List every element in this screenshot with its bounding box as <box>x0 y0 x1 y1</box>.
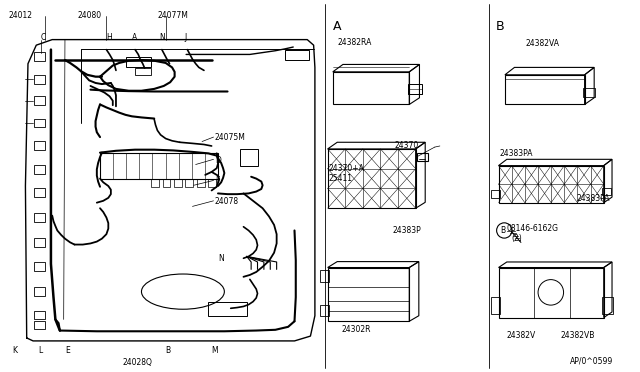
Bar <box>151 179 159 187</box>
Text: 24075M: 24075M <box>215 133 246 142</box>
Text: M: M <box>212 346 218 355</box>
Bar <box>100 153 218 179</box>
Text: 24370+A: 24370+A <box>328 164 364 173</box>
Text: 24302R: 24302R <box>341 325 371 334</box>
Bar <box>125 57 151 67</box>
Bar <box>320 270 329 282</box>
Text: A: A <box>132 33 137 42</box>
Bar <box>491 190 500 198</box>
Bar <box>35 141 45 150</box>
Text: 24382VA: 24382VA <box>525 39 559 48</box>
Bar <box>35 321 45 330</box>
Bar <box>135 68 151 75</box>
Text: 24078: 24078 <box>215 197 239 206</box>
Text: N: N <box>218 254 224 263</box>
Text: A: A <box>333 20 341 33</box>
Text: 08146-6162G: 08146-6162G <box>507 224 559 233</box>
Text: 24383P: 24383P <box>393 226 421 235</box>
Bar <box>417 153 428 161</box>
Bar <box>35 165 45 174</box>
Text: N: N <box>159 33 165 42</box>
Bar <box>186 179 193 187</box>
Text: F: F <box>215 176 219 185</box>
Text: 24080: 24080 <box>77 11 102 20</box>
Text: D: D <box>215 155 221 164</box>
Text: B: B <box>500 226 505 235</box>
Bar <box>209 302 246 316</box>
Text: 24370: 24370 <box>395 141 419 150</box>
Text: E: E <box>65 346 70 355</box>
Text: 24382V: 24382V <box>507 331 536 340</box>
Bar <box>35 311 45 320</box>
Bar <box>35 52 45 61</box>
Text: 24028Q: 24028Q <box>122 357 152 366</box>
Bar <box>35 188 45 197</box>
Text: K: K <box>13 346 18 355</box>
Bar <box>408 89 422 94</box>
Text: 25411: 25411 <box>328 174 352 183</box>
Text: 24382RA: 24382RA <box>338 38 372 47</box>
Text: 24383PA: 24383PA <box>576 195 610 203</box>
Text: 24383PA: 24383PA <box>500 149 533 158</box>
Bar <box>35 287 45 296</box>
Text: B: B <box>495 20 504 33</box>
Bar <box>35 238 45 247</box>
Bar <box>408 84 422 94</box>
Bar <box>285 49 309 60</box>
Text: B: B <box>166 346 171 355</box>
Bar <box>602 188 611 195</box>
Text: C: C <box>41 33 46 42</box>
Text: (2): (2) <box>511 234 522 243</box>
Bar <box>35 96 45 105</box>
Bar <box>35 75 45 84</box>
Bar <box>35 119 45 128</box>
Text: 24077M: 24077M <box>157 11 188 20</box>
Text: L: L <box>38 346 42 355</box>
Bar <box>197 179 205 187</box>
Text: J: J <box>185 33 187 42</box>
Bar <box>174 179 182 187</box>
Bar <box>35 262 45 271</box>
Text: H: H <box>106 33 112 42</box>
Bar <box>209 179 216 187</box>
Text: 24382VB: 24382VB <box>561 331 595 340</box>
Bar <box>240 149 258 166</box>
Text: AP/0^0599: AP/0^0599 <box>570 356 613 365</box>
Text: 24012: 24012 <box>9 11 33 20</box>
Bar <box>602 297 612 314</box>
Bar <box>583 88 595 97</box>
Bar <box>491 297 500 314</box>
Bar <box>163 179 170 187</box>
Bar <box>320 305 329 317</box>
Bar <box>35 213 45 222</box>
